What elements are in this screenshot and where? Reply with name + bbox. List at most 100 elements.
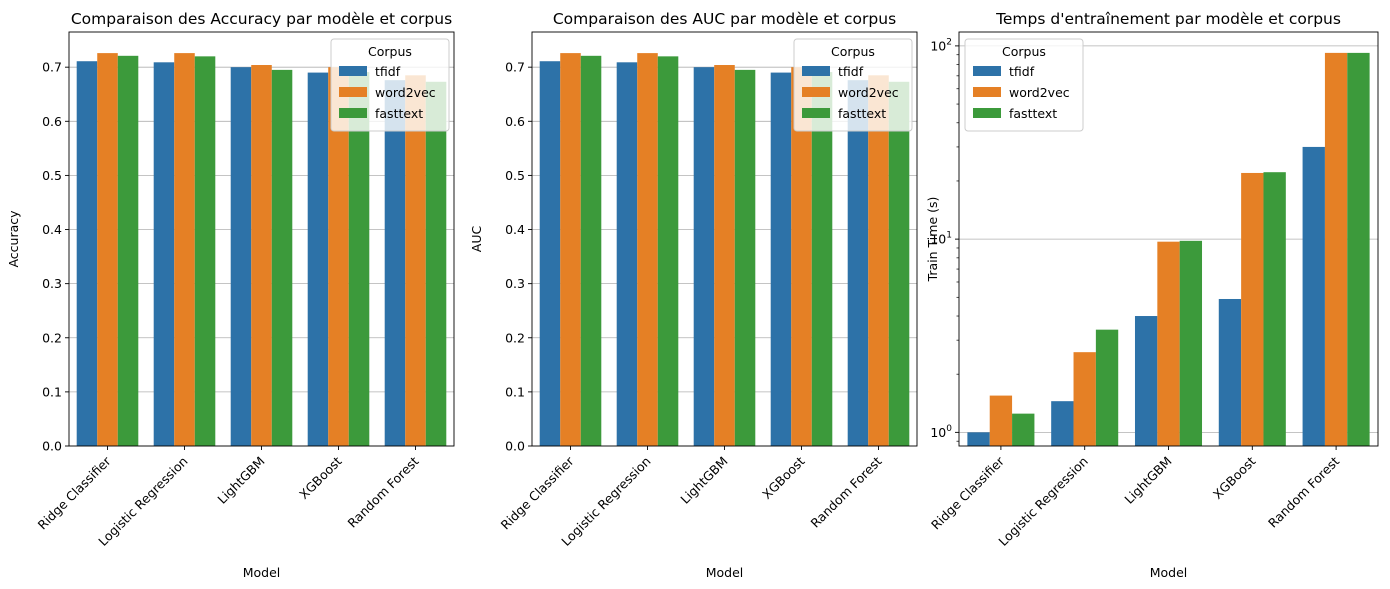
- bar-tfidf-1: [1051, 401, 1074, 446]
- y-tick-base: 10: [930, 232, 946, 247]
- y-tick-label: 0.1: [42, 384, 62, 399]
- bar-fasttext-1: [657, 56, 679, 447]
- bar-fasttext-2: [734, 69, 756, 446]
- legend-title: Corpus: [368, 44, 412, 59]
- x-axis-label: Model: [706, 565, 744, 580]
- bar-tfidf-2: [230, 67, 252, 447]
- chart-panel-1: 0.0 0.1 0.2 0.3 0.4 0.5 0.6 0.7 Ridge Classifier…: [6, 10, 455, 580]
- legend: Corpus tfidf word2vec fasttext: [793, 38, 913, 132]
- legend-swatch-word2vec: [802, 87, 830, 97]
- bar-tfidf-4: [1302, 146, 1325, 447]
- y-tick-label: 0.5: [505, 168, 525, 183]
- bar-word2vec-1: [637, 53, 658, 446]
- bar-word2vec-3: [328, 67, 349, 447]
- bar-tfidf-1: [153, 62, 175, 447]
- x-tick-label: Ridge Classifier: [35, 453, 115, 533]
- legend-swatch-word2vec: [973, 87, 1001, 97]
- legend-label-tfidf: tfidf: [375, 64, 401, 79]
- bar-tfidf-3: [770, 72, 792, 447]
- y-tick-label: 0.4: [505, 222, 525, 237]
- bar-word2vec-4: [1324, 52, 1348, 447]
- bar-word2vec-2: [251, 65, 272, 446]
- legend: Corpus tfidf word2vec fasttext: [330, 38, 450, 132]
- y-tick-label: 0.7: [505, 60, 525, 75]
- x-tick-label: XGBoost: [1210, 453, 1259, 502]
- minor-ticks: [956, 54, 959, 442]
- y-tick-label: 0.7: [42, 60, 62, 75]
- bars: [76, 53, 447, 447]
- y-tick-label: 100: [930, 424, 952, 440]
- legend-label-tfidf: tfidf: [1009, 64, 1035, 79]
- legend-label-fasttext: fasttext: [375, 106, 423, 121]
- x-axis-label: Model: [1150, 565, 1188, 580]
- bar-word2vec-3: [1241, 172, 1264, 446]
- x-tick-label: Random Forest: [1265, 453, 1342, 530]
- bar-tfidf-2: [1134, 316, 1158, 446]
- bar-tfidf-4: [384, 80, 406, 446]
- x-tick-label: LightGBM: [677, 454, 730, 507]
- bar-fasttext-2: [271, 69, 293, 446]
- y-tick-label: 101: [930, 231, 952, 247]
- legend-swatch-tfidf: [802, 66, 830, 76]
- bar-fasttext-2: [1179, 240, 1203, 446]
- legend-label-word2vec: word2vec: [375, 85, 436, 100]
- y-axis-label: Train Time (s): [925, 197, 940, 283]
- y-tick-label: 0.6: [42, 114, 62, 129]
- y-tick-label: 0.6: [505, 114, 525, 129]
- bar-fasttext-0: [1012, 413, 1035, 446]
- bar-fasttext-1: [194, 56, 216, 447]
- legend-swatch-fasttext: [802, 108, 830, 118]
- legend-title: Corpus: [831, 44, 875, 59]
- y-tick-label: 0.0: [42, 439, 62, 454]
- bar-tfidf-0: [76, 61, 98, 446]
- legend-swatch-tfidf: [339, 66, 367, 76]
- legend-swatch-tfidf: [973, 66, 1001, 76]
- bar-word2vec-0: [97, 53, 118, 446]
- legend-title: Corpus: [1002, 44, 1046, 59]
- y-tick-base: 10: [930, 425, 946, 440]
- bar-word2vec-0: [989, 395, 1013, 446]
- bar-fasttext-4: [1347, 52, 1370, 447]
- bar-tfidf-0: [967, 432, 990, 446]
- bar-fasttext-0: [580, 55, 602, 446]
- bar-tfidf-2: [693, 67, 715, 447]
- legend-label-fasttext: fasttext: [1009, 106, 1057, 121]
- y-tick-label: 0.4: [42, 222, 62, 237]
- bar-word2vec-1: [1073, 352, 1096, 446]
- bar-tfidf-0: [539, 61, 561, 446]
- x-tick-label: XGBoost: [759, 453, 808, 502]
- x-tick-label: Random Forest: [807, 453, 884, 530]
- y-tick-exponent: 2: [946, 37, 952, 47]
- y-tick-label: 0.2: [42, 330, 62, 345]
- y-tick-label: 0.5: [42, 168, 62, 183]
- y-tick-base: 10: [930, 38, 946, 53]
- y-tick-label: 0.0: [505, 439, 525, 454]
- bar-fasttext-4: [888, 81, 910, 446]
- bar-fasttext-1: [1095, 329, 1119, 446]
- bar-fasttext-3: [1263, 172, 1286, 446]
- bar-tfidf-3: [1218, 298, 1242, 446]
- bar-tfidf-3: [307, 72, 329, 447]
- legend: Corpus tfidf word2vec fasttext: [964, 38, 1084, 132]
- chart-title: Comparaison des Accuracy par modèle et c…: [71, 10, 452, 28]
- bar-word2vec-4: [405, 75, 426, 446]
- bar-word2vec-0: [560, 53, 581, 446]
- y-tick-label: 0.3: [42, 276, 62, 291]
- x-tick-label: LightGBM: [214, 454, 267, 507]
- bar-fasttext-3: [811, 72, 833, 446]
- x-tick-label: Ridge Classifier: [928, 453, 1008, 533]
- bar-word2vec-1: [174, 53, 195, 446]
- y-axis-label: AUC: [469, 226, 484, 253]
- bar-word2vec-2: [714, 65, 735, 446]
- y-tick-label: 0.1: [505, 384, 525, 399]
- bar-tfidf-4: [847, 80, 869, 446]
- bar-fasttext-4: [425, 81, 447, 446]
- bar-tfidf-1: [616, 62, 638, 447]
- bars: [967, 52, 1370, 447]
- legend-swatch-word2vec: [339, 87, 367, 97]
- y-tick-exponent: 0: [946, 424, 952, 434]
- legend-swatch-fasttext: [339, 108, 367, 118]
- y-tick-label: 0.2: [505, 330, 525, 345]
